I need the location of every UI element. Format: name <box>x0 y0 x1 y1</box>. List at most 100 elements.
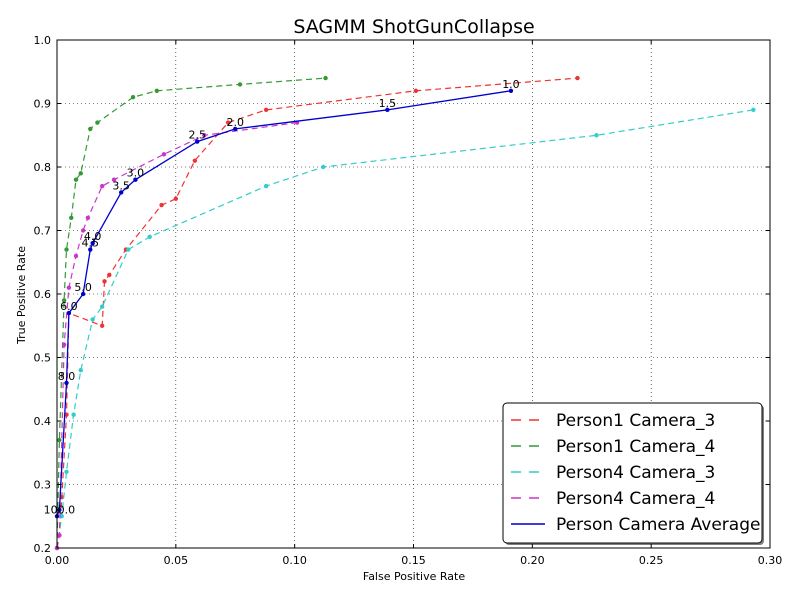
legend-label: Person1 Camera_4 <box>556 437 715 457</box>
threshold-label: 2.0 <box>227 116 245 129</box>
data-point <box>102 279 107 284</box>
data-point <box>173 196 179 201</box>
data-point <box>64 380 69 386</box>
data-point <box>99 304 105 309</box>
data-point <box>88 126 93 132</box>
threshold-label: 3.0 <box>127 167 145 180</box>
data-point <box>90 241 95 246</box>
data-point <box>118 190 124 195</box>
series-2 <box>54 107 756 551</box>
data-point <box>225 120 231 125</box>
y-tick-label: 0.8 <box>34 161 52 174</box>
data-point <box>413 88 419 94</box>
x-axis-title: False Positive Rate <box>363 570 465 583</box>
threshold-label: 5.0 <box>74 281 92 294</box>
data-point <box>99 183 105 189</box>
series-line <box>56 77 578 549</box>
legend-label: Person4 Camera_4 <box>556 489 715 509</box>
x-tick-label: 0.00 <box>45 554 70 567</box>
data-point <box>80 291 86 297</box>
data-point <box>59 514 64 519</box>
data-point <box>751 107 756 113</box>
x-tick-label: 0.20 <box>520 554 545 567</box>
threshold-label: 1.5 <box>379 97 397 110</box>
data-point <box>263 107 269 113</box>
series-4 <box>54 88 514 519</box>
legend-label: Person Camera Average <box>556 515 760 535</box>
data-point <box>61 298 67 303</box>
point-labels: 100.0 8.0 6.0 5.0 4.54.0 3.53.0 2.5 2.0 1.5 1.0 <box>44 78 520 516</box>
threshold-label: 8.0 <box>58 370 76 383</box>
data-point <box>323 75 328 81</box>
data-point <box>66 285 72 290</box>
plot-area: 100.0 8.0 6.0 5.0 4.54.0 3.53.0 2.5 2.0 1.5 1.0 0… <box>34 34 783 567</box>
data-point <box>111 177 117 182</box>
x-tick-label: 0.10 <box>282 554 307 567</box>
data-point <box>263 183 269 189</box>
x-tick-label: 0.05 <box>164 554 189 567</box>
legend: Person1 Camera_3 Person1 Camera_4 Person4 … <box>502 402 764 545</box>
legend-label: Person4 Camera_3 <box>556 463 715 483</box>
data-point <box>195 139 200 144</box>
data-point <box>147 234 152 240</box>
y-tick-label: 0.4 <box>34 415 52 428</box>
data-point <box>57 533 62 538</box>
chart-title: SAGMM ShotGunCollapse <box>293 16 534 38</box>
data-point <box>154 88 160 94</box>
y-tick-label: 1.0 <box>34 34 52 47</box>
data-point <box>233 126 238 132</box>
y-tick-label: 0.3 <box>34 479 52 492</box>
data-point <box>71 412 76 417</box>
data-point <box>202 133 207 138</box>
series-1 <box>54 75 328 551</box>
data-point <box>575 75 580 81</box>
data-point <box>73 177 79 182</box>
data-point <box>61 342 67 347</box>
data-point <box>192 158 198 163</box>
threshold-label: 6.0 <box>60 300 78 313</box>
data-point <box>508 88 514 94</box>
data-point <box>385 107 390 113</box>
y-tick-label: 0.9 <box>34 98 52 111</box>
data-point <box>161 152 167 157</box>
x-tick-label: 0.30 <box>758 554 783 567</box>
legend-box <box>502 402 763 544</box>
threshold-label: 2.5 <box>188 129 206 142</box>
threshold-label: 3.5 <box>112 179 130 192</box>
data-point <box>126 247 131 252</box>
legend-label: Person1 Camera_3 <box>556 411 715 431</box>
data-point <box>107 272 112 278</box>
data-point <box>159 202 164 208</box>
data-point <box>237 82 243 87</box>
data-point <box>133 177 138 182</box>
data-point <box>95 120 100 125</box>
data-point <box>69 215 74 220</box>
data-point <box>57 507 62 513</box>
x-tick-label: 0.25 <box>639 554 664 567</box>
data-point <box>88 247 93 252</box>
y-tick-label: 0.5 <box>34 352 52 365</box>
y-tick-label: 0.2 <box>34 542 52 555</box>
data-point <box>78 171 83 176</box>
series-line <box>56 122 298 549</box>
data-point <box>80 228 86 233</box>
data-point <box>99 323 105 328</box>
threshold-label: 4.0 <box>84 230 102 243</box>
grid-lines <box>57 40 770 548</box>
data-point <box>90 317 95 322</box>
data-point <box>320 164 326 170</box>
x-tick-label: 0.15 <box>401 554 426 567</box>
threshold-label: 4.5 <box>82 237 100 250</box>
y-tick-label: 0.6 <box>34 288 52 301</box>
data-point <box>66 310 72 316</box>
series-layer <box>54 75 756 551</box>
threshold-label: 1.0 <box>502 78 520 91</box>
data-point <box>57 437 62 443</box>
threshold-label: 100.0 <box>44 503 76 516</box>
data-point <box>64 247 69 252</box>
data-point <box>64 469 69 474</box>
y-tick-label: 0.7 <box>34 225 52 238</box>
series-3 <box>54 120 300 551</box>
data-point <box>594 133 599 138</box>
